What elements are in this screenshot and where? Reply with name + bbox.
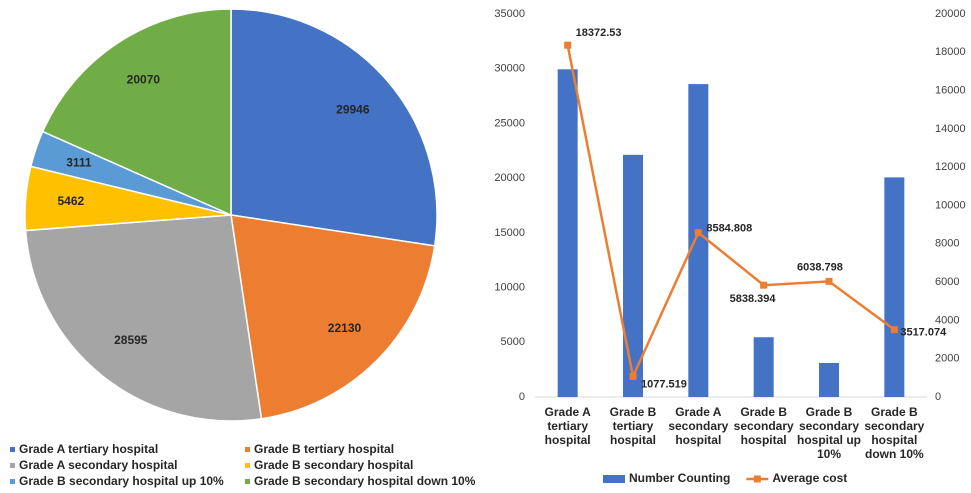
line-marker	[890, 326, 898, 334]
legend-swatch	[603, 475, 625, 483]
bar	[884, 177, 905, 397]
bar	[557, 69, 578, 397]
line-marker	[564, 41, 572, 49]
line-marker	[629, 372, 637, 380]
y2-tick-label: 6000	[935, 276, 959, 288]
legend-swatch	[245, 447, 250, 452]
legend-swatch	[10, 463, 15, 468]
y2-tick-label: 12000	[935, 161, 966, 173]
legend-swatch	[10, 479, 15, 484]
legend-label: Grade A secondary hospital	[19, 458, 178, 472]
line	[566, 44, 896, 381]
x-tick-label: Grade A tertiary hospital	[544, 405, 591, 447]
y-tick-label: 20000	[494, 172, 525, 184]
x-tick-label: Grade B secondary hospital up 10%	[797, 405, 861, 461]
y2-tick-label: 18000	[935, 46, 966, 58]
legend-label: Grade B secondary hospital	[254, 458, 413, 472]
y-tick-label: 5000	[501, 336, 525, 348]
pie-slice	[41, 8, 232, 217]
legend-swatch	[753, 475, 761, 483]
slice-label: 28595	[114, 333, 148, 347]
y-tick-label: 35000	[494, 8, 525, 20]
pie-slice	[24, 214, 263, 422]
y-tick-label: 15000	[494, 227, 525, 239]
y2-tick-label: 2000	[935, 353, 959, 365]
x-tick-label: Grade B tertiary hospital	[609, 405, 657, 447]
y2-tick-label: 16000	[935, 85, 966, 97]
pie-slice	[230, 8, 438, 247]
legend-label: Grade A tertiary hospital	[19, 442, 158, 456]
y-tick-label: 30000	[494, 63, 525, 75]
y2-tick-label: 20000	[935, 8, 966, 20]
bar	[819, 362, 839, 397]
data-label: 18372.53	[576, 27, 622, 39]
slice-label: 5462	[58, 194, 85, 208]
bar	[623, 154, 643, 397]
data-label: 1077.519	[641, 378, 687, 390]
line-marker	[825, 277, 833, 285]
data-label: 6038.798	[797, 261, 843, 273]
legend-label: Average cost	[772, 471, 847, 485]
slice-label: 22130	[328, 321, 362, 335]
x-tick-label: Grade B secondary hospital	[733, 405, 794, 447]
legend-label: Grade B tertiary hospital	[254, 442, 394, 456]
y2-tick-label: 14000	[935, 123, 966, 135]
legend-label: Grade B secondary hospital down 10%	[254, 474, 476, 488]
data-label: 8584.808	[706, 223, 752, 235]
y2-tick-label: 10000	[935, 199, 966, 211]
legend-label: Grade B secondary hospital up 10%	[19, 474, 224, 488]
y-tick-label: 25000	[494, 117, 525, 129]
y-tick-label: 10000	[494, 281, 525, 293]
legend-swatch	[245, 479, 250, 484]
y2-tick-label: 0	[935, 391, 941, 403]
y2-tick-label: 4000	[935, 314, 959, 326]
x-tick-label: Grade B secondary hospital down 10%	[864, 405, 925, 461]
bar	[753, 337, 774, 397]
y-tick-label: 0	[519, 391, 525, 403]
legend-swatch	[245, 463, 250, 468]
y2-tick-label: 8000	[935, 238, 959, 250]
slice-label: 29946	[336, 102, 370, 116]
data-label: 5838.394	[730, 293, 777, 305]
line-marker	[760, 281, 768, 289]
slice-label: 20070	[127, 72, 161, 86]
data-label: 3517.074	[900, 327, 947, 339]
x-tick-label: Grade A secondary hospital	[668, 405, 729, 447]
legend-swatch	[10, 447, 15, 452]
legend-label: Number Counting	[629, 471, 730, 485]
pie-slice	[230, 214, 436, 420]
line-marker	[694, 229, 702, 237]
bar	[688, 84, 709, 398]
slice-label: 3111	[66, 155, 92, 169]
